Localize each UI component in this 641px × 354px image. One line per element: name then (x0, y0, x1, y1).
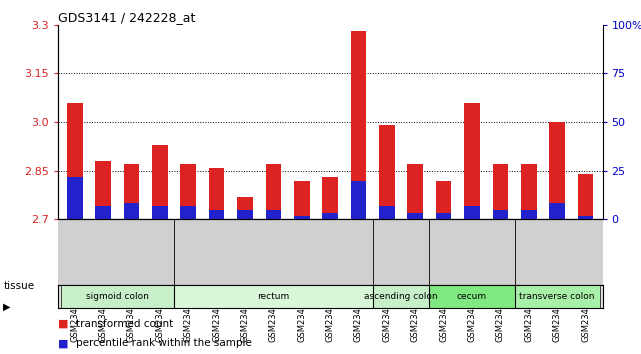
Text: transverse colon: transverse colon (519, 292, 595, 301)
Bar (578, 174, 594, 219)
Bar (322, 213, 338, 219)
Text: GDS3141 / 242228_at: GDS3141 / 242228_at (58, 11, 195, 24)
Bar (521, 210, 537, 219)
Bar (265, 164, 281, 219)
Text: rectum: rectum (257, 292, 290, 301)
Bar (429, 285, 515, 308)
Bar (549, 122, 565, 219)
Bar (209, 167, 224, 219)
Bar (180, 164, 196, 219)
Bar (521, 164, 537, 219)
Bar (351, 31, 366, 219)
Text: transformed count: transformed count (76, 319, 173, 329)
Text: cecum: cecum (457, 292, 487, 301)
Bar (379, 206, 395, 219)
Bar (96, 206, 111, 219)
Bar (408, 164, 423, 219)
Bar (578, 216, 594, 219)
Bar (492, 164, 508, 219)
Bar (124, 164, 139, 219)
Bar (67, 177, 83, 219)
Bar (294, 216, 310, 219)
Text: sigmoid colon: sigmoid colon (86, 292, 149, 301)
Bar (96, 161, 111, 219)
Bar (379, 125, 395, 219)
Bar (237, 210, 253, 219)
Bar (174, 285, 372, 308)
Bar (464, 206, 480, 219)
Bar (152, 145, 168, 219)
Bar (351, 181, 366, 219)
Bar (209, 210, 224, 219)
Bar (152, 206, 168, 219)
Text: ascending colon: ascending colon (364, 292, 438, 301)
Bar (67, 103, 83, 219)
Bar (180, 206, 196, 219)
Bar (294, 181, 310, 219)
Bar (549, 203, 565, 219)
Bar (436, 181, 451, 219)
Text: ■: ■ (58, 338, 68, 348)
Bar (372, 285, 429, 308)
Bar (436, 213, 451, 219)
Bar (60, 285, 174, 308)
Bar (322, 177, 338, 219)
Bar (124, 203, 139, 219)
Text: ■: ■ (58, 319, 68, 329)
Bar (237, 197, 253, 219)
Bar (464, 103, 480, 219)
Bar (265, 210, 281, 219)
Bar (515, 285, 600, 308)
Text: ▶: ▶ (3, 302, 11, 312)
Bar (492, 210, 508, 219)
Text: tissue: tissue (3, 281, 35, 291)
Text: percentile rank within the sample: percentile rank within the sample (76, 338, 251, 348)
Bar (408, 213, 423, 219)
